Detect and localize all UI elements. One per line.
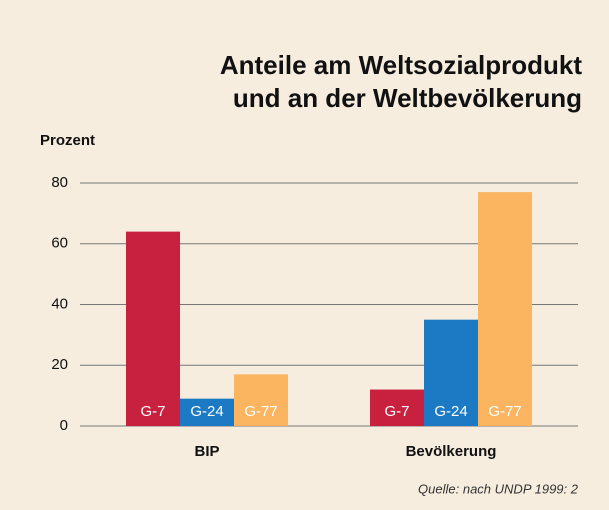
series-label: G-24 xyxy=(434,403,467,420)
series-label: G-7 xyxy=(384,403,409,420)
y-tick-label: 0 xyxy=(60,417,68,434)
series-label: G-24 xyxy=(190,403,223,420)
bar xyxy=(234,374,288,426)
x-tick-label: Bevölkerung xyxy=(406,443,497,460)
chart-title: und an der Weltbevölkerung xyxy=(233,83,582,113)
bar xyxy=(424,319,478,426)
series-label: G-7 xyxy=(140,403,165,420)
y-tick-label: 60 xyxy=(51,235,68,252)
y-tick-label: 40 xyxy=(51,295,68,312)
y-tick-label: 20 xyxy=(51,356,68,373)
source: Quelle: nach UNDP 1999: 2 xyxy=(418,481,579,496)
bar xyxy=(478,192,532,426)
series-label: G-77 xyxy=(488,403,521,420)
chart-title: Anteile am Weltsozialprodukt xyxy=(220,50,582,80)
y-axis-label: Prozent xyxy=(40,132,95,149)
bar xyxy=(180,398,234,426)
bar xyxy=(370,389,424,426)
x-tick-label: BIP xyxy=(194,443,219,460)
bar xyxy=(126,231,180,426)
series-label: G-77 xyxy=(244,403,277,420)
y-tick-label: 80 xyxy=(51,174,68,191)
